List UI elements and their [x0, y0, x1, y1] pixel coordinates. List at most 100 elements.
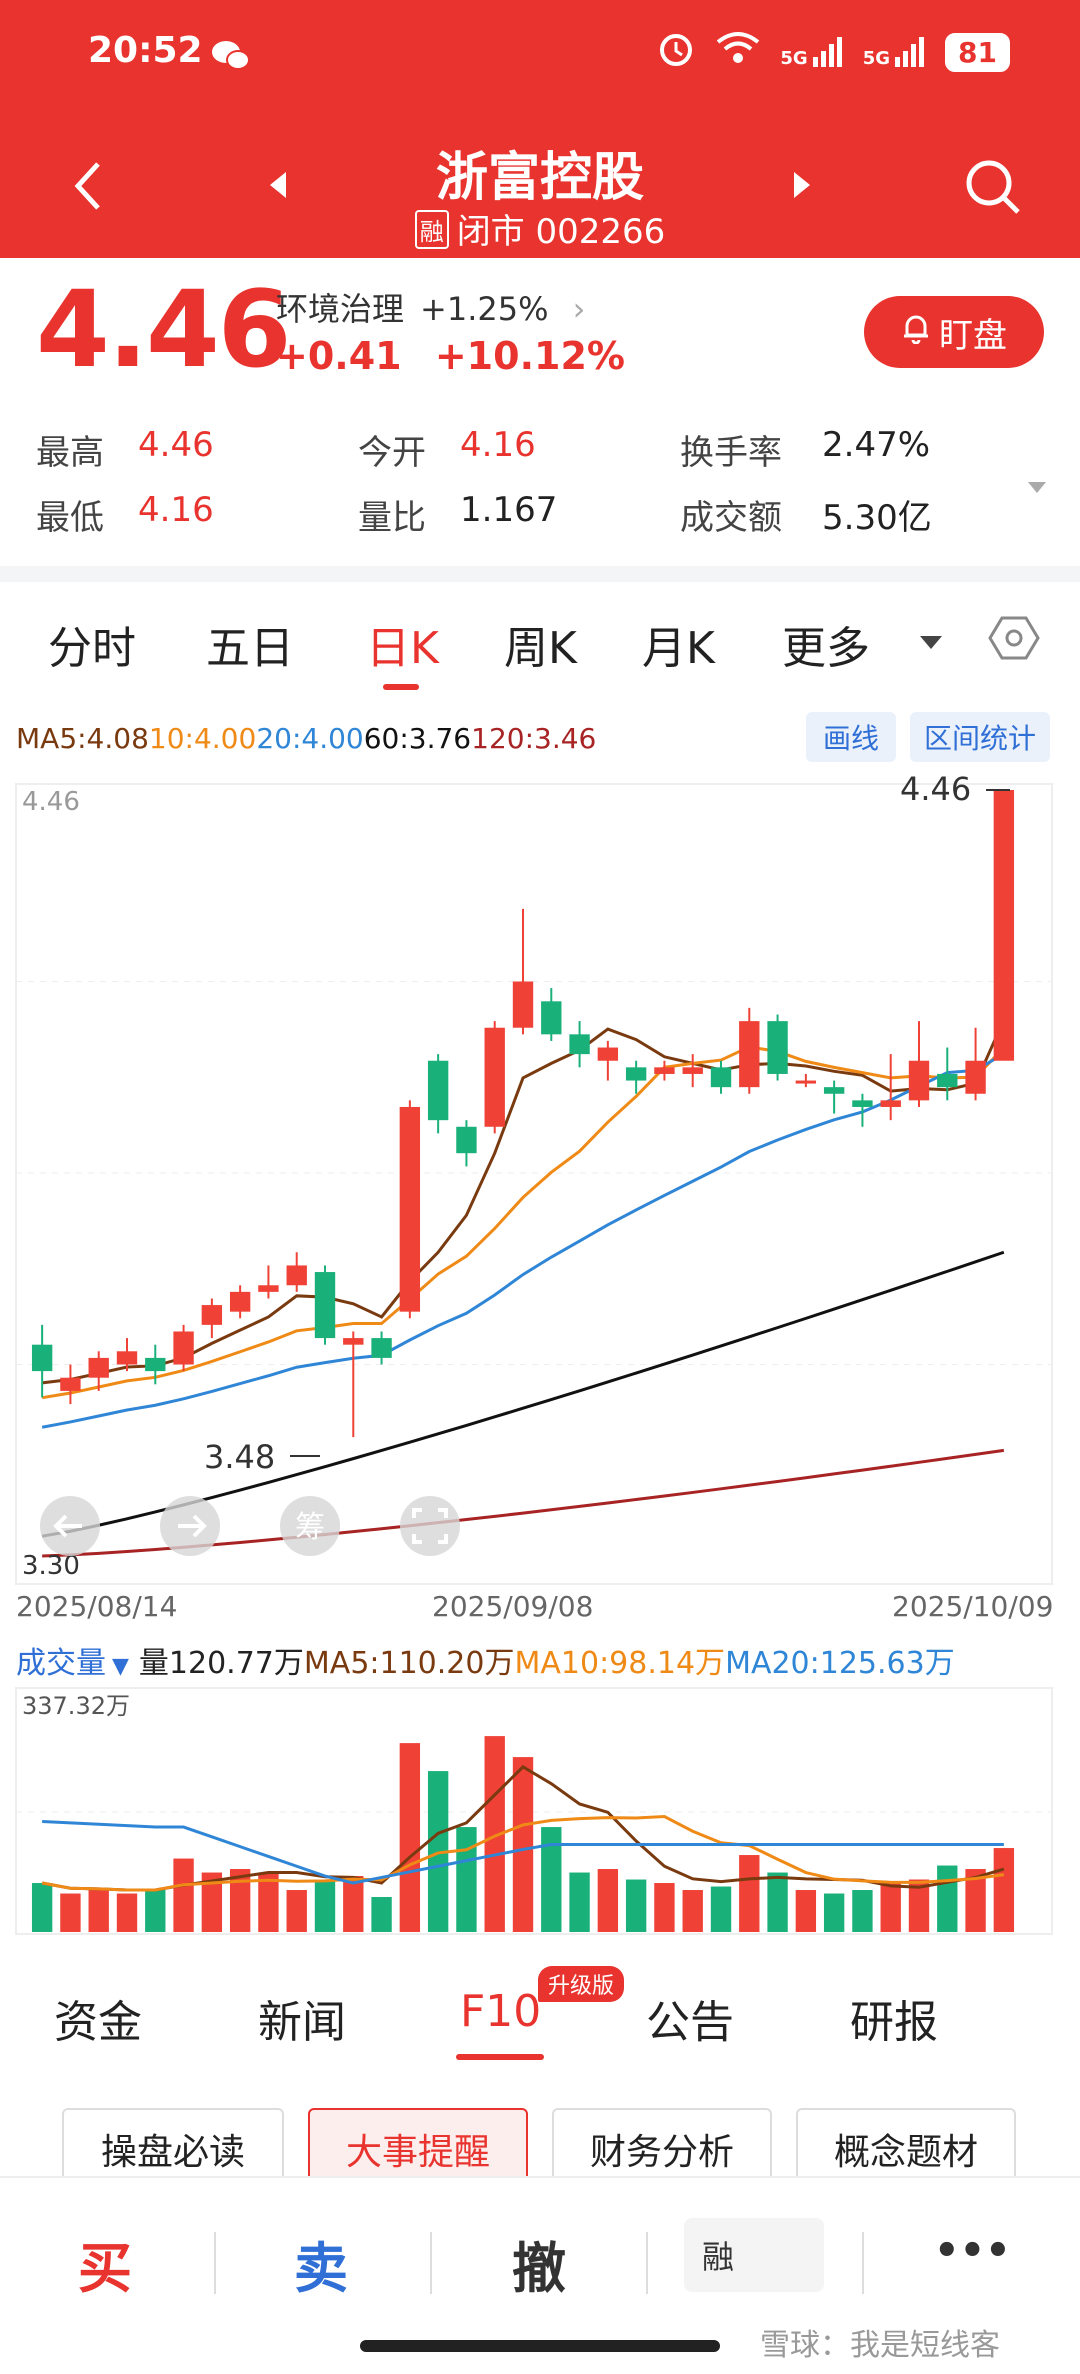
candle-body: [739, 1021, 760, 1088]
more-actions-button[interactable]: •••: [934, 2228, 1011, 2274]
tab-five-day[interactable]: 五日: [206, 623, 294, 674]
volume-chart[interactable]: 337.32万: [0, 1686, 1080, 1936]
stat-high-label: 最高: [36, 433, 104, 473]
volume-bar: [937, 1865, 958, 1932]
candle-body: [541, 1001, 562, 1035]
chat-icon: [210, 38, 250, 76]
stat-open-value: 4.16: [460, 425, 536, 465]
stock-name: 浙富控股: [435, 148, 644, 208]
network-label: 5G: [780, 48, 808, 69]
section-divider: [0, 566, 1080, 582]
volume-bar: [456, 1827, 477, 1932]
candle-body: [371, 1338, 392, 1358]
stat-low-label: 最低: [36, 498, 104, 538]
home-indicator[interactable]: [360, 2340, 720, 2352]
volume-bar: [625, 1879, 647, 1932]
tab-f10[interactable]: F10: [460, 1986, 542, 2037]
volume-bar: [145, 1890, 166, 1932]
candle-body: [399, 1106, 421, 1312]
volume-bar: [116, 1893, 138, 1932]
volume-bar: [569, 1872, 590, 1932]
volume-ma20: MA20:125.63万: [725, 1646, 955, 1681]
volume-bar: [286, 1890, 307, 1932]
candle-body: [427, 1060, 449, 1121]
ma10-legend: 10:4.00: [148, 722, 257, 755]
tab-news[interactable]: 新闻: [258, 1997, 346, 2048]
tab-daily-k[interactable]: 日K: [366, 623, 439, 674]
candle-body: [937, 1073, 958, 1088]
buy-button[interactable]: 买: [78, 2237, 132, 2300]
candle-body: [993, 790, 1015, 1061]
settings-hex-icon[interactable]: [988, 612, 1040, 668]
candle-body: [654, 1067, 675, 1074]
fullscreen-icon[interactable]: [400, 1496, 460, 1556]
volume-selector[interactable]: 成交量: [16, 1646, 106, 1681]
margin-tag: 融: [414, 210, 449, 249]
right-arrow-icon[interactable]: [160, 1496, 220, 1556]
prev-stock-icon[interactable]: [266, 170, 290, 204]
volume-bar: [965, 1869, 986, 1932]
candle-body: [597, 1047, 619, 1061]
candle-body: [625, 1067, 647, 1081]
caret-down-icon[interactable]: ▼: [112, 1654, 129, 1679]
volume-bar: [371, 1897, 392, 1932]
candle-body: [880, 1100, 901, 1107]
tab-intraday[interactable]: 分时: [48, 623, 136, 674]
alarm-icon: [656, 28, 696, 76]
action-separator: [430, 2232, 432, 2294]
volume-ma20-line: [42, 1819, 1004, 1885]
candle-body: [908, 1060, 930, 1101]
next-stock-icon[interactable]: [790, 170, 814, 204]
price-axis-bottom: 3.30: [22, 1551, 80, 1581]
stat-volratio-value: 1.167: [460, 490, 558, 530]
tab-research[interactable]: 研报: [850, 1997, 938, 2048]
cancel-order-button[interactable]: 撤: [512, 2237, 566, 2300]
expand-down-icon[interactable]: [1026, 480, 1048, 500]
tab-funds[interactable]: 资金: [54, 1997, 142, 2048]
candle-body: [767, 1021, 788, 1074]
range-stats-button[interactable]: 区间统计: [910, 712, 1050, 762]
tab-weekly-k[interactable]: 周K: [504, 623, 577, 674]
candle-body: [710, 1067, 732, 1088]
draw-line-button[interactable]: 画线: [806, 712, 896, 762]
watch-button[interactable]: 盯盘: [864, 296, 1044, 368]
candlestick-chart[interactable]: 4.46 3.30 4.46 3.48 筹: [0, 776, 1080, 1586]
volume-bar: [343, 1876, 364, 1932]
candle-body: [343, 1338, 364, 1345]
back-icon[interactable]: [70, 158, 104, 218]
more-dropdown-icon[interactable]: [918, 634, 944, 656]
candle-body: [484, 1027, 505, 1127]
signal-icon: 5G: [780, 35, 844, 69]
search-icon[interactable]: [962, 156, 1022, 220]
candle-body: [456, 1126, 477, 1154]
margin-button[interactable]: 融: [684, 2218, 824, 2292]
stat-high-value: 4.46: [138, 425, 214, 465]
candle-body: [31, 1344, 53, 1372]
date-start: 2025/08/14: [16, 1590, 178, 1623]
sector-info[interactable]: 环境治理 +1.25% ›: [276, 284, 585, 330]
sell-button[interactable]: 卖: [294, 2237, 348, 2300]
ma20-line: [41, 1052, 1005, 1429]
tab-more[interactable]: 更多: [782, 623, 870, 674]
tab-announcements[interactable]: 公告: [646, 1997, 734, 2048]
volume-bar: [60, 1893, 81, 1932]
last-price: 4.46: [36, 268, 292, 391]
volume-ma10-line: [41, 1815, 1005, 1892]
candle-body: [286, 1265, 307, 1286]
volume-bar: [31, 1883, 53, 1932]
candle-body: [258, 1285, 279, 1292]
volume-bar: [852, 1890, 873, 1932]
volume-bar: [201, 1872, 223, 1932]
volume-bar: [682, 1890, 703, 1932]
chips-button[interactable]: 筹: [280, 1496, 340, 1556]
left-arrow-icon[interactable]: [40, 1496, 100, 1556]
change-percent: +10.12%: [434, 334, 625, 378]
candle-body: [88, 1357, 109, 1378]
stat-volratio-label: 量比: [358, 498, 426, 538]
volume-bar: [399, 1743, 421, 1932]
tab-monthly-k[interactable]: 月K: [642, 623, 715, 674]
volume-bar: [229, 1869, 251, 1932]
price-change: +0.41 +10.12%: [276, 334, 625, 378]
status-time: 20:52: [88, 30, 203, 71]
date-mid: 2025/09/08: [432, 1590, 594, 1623]
